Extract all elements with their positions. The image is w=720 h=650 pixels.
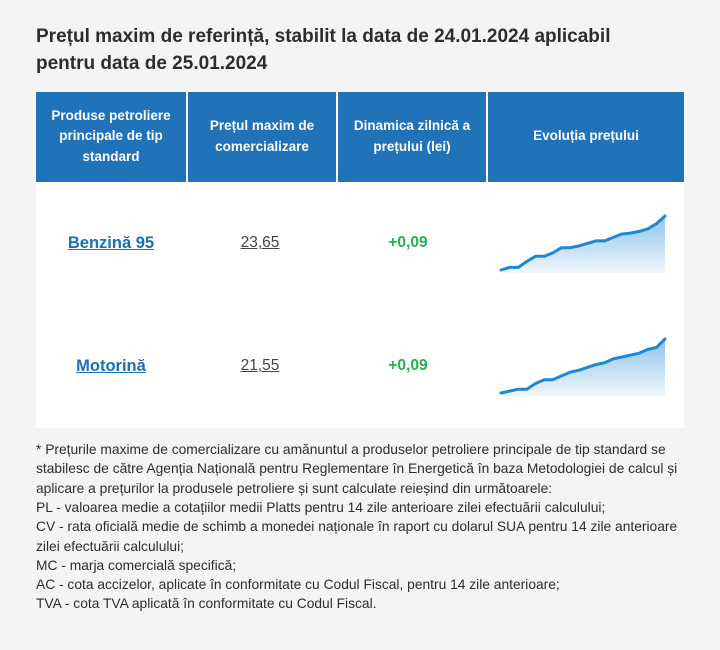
header-products-column: Produse petroliere principale de tip sta…	[36, 91, 186, 182]
footnote-mc: MC - marja comercială specifică;	[36, 557, 237, 573]
product-link-benzina-95[interactable]: Benzină 95	[67, 233, 155, 252]
price-evolution-chart-benzina-95	[497, 212, 669, 274]
footnote-intro: * Prețurile maxime de comercializare cu …	[36, 441, 678, 496]
table-header-row: Produse petroliere principale de tip sta…	[36, 91, 684, 182]
page: Prețul maxim de referință, stabilit la d…	[36, 26, 686, 614]
price-evolution-chart-motorina	[497, 335, 669, 397]
footnote-pl: PL - valoarea medie a cotațiilor medii P…	[36, 499, 606, 515]
daily-change-cell: +0,09	[334, 234, 482, 252]
product-link-motorina[interactable]: Motorină	[76, 356, 146, 375]
price-cell: 23,65	[186, 234, 334, 252]
product-cell: Motorină	[36, 357, 186, 376]
daily-change-cell: +0,09	[334, 357, 482, 375]
price-link-benzina-95[interactable]: 23,65	[240, 234, 280, 252]
page-title: Prețul maxim de referință, stabilit la d…	[36, 26, 611, 74]
header-daily-change-column: Dinamica zilnică a prețului (lei)	[338, 91, 486, 182]
daily-change-benzina-95: +0,09	[388, 234, 428, 252]
chart-cell	[482, 335, 684, 397]
table-row-benzina-95: Benzină 95 23,65 +0,09	[36, 181, 684, 305]
price-table: Produse petroliere principale de tip sta…	[36, 91, 684, 428]
header-max-price-column: Prețul maxim de comercializare	[188, 91, 336, 182]
footnote-tva: TVA - cota TVA aplicată în conformitate …	[36, 596, 377, 612]
header-price-evolution-column: Evoluția prețului	[488, 91, 684, 182]
footnote-cv: CV - rata oficială medie de schimb a mon…	[36, 519, 678, 554]
footnote-ac: AC - cota accizelor, aplicate în conform…	[36, 577, 560, 593]
daily-change-motorina: +0,09	[388, 357, 428, 375]
table-row-motorina: Motorină 21,55 +0,09	[36, 304, 684, 428]
price-cell: 21,55	[186, 357, 334, 375]
price-link-motorina[interactable]: 21,55	[240, 357, 280, 375]
footnote: * Prețurile maxime de comercializare cu …	[36, 440, 686, 614]
product-cell: Benzină 95	[36, 234, 186, 253]
chart-cell	[482, 212, 684, 274]
